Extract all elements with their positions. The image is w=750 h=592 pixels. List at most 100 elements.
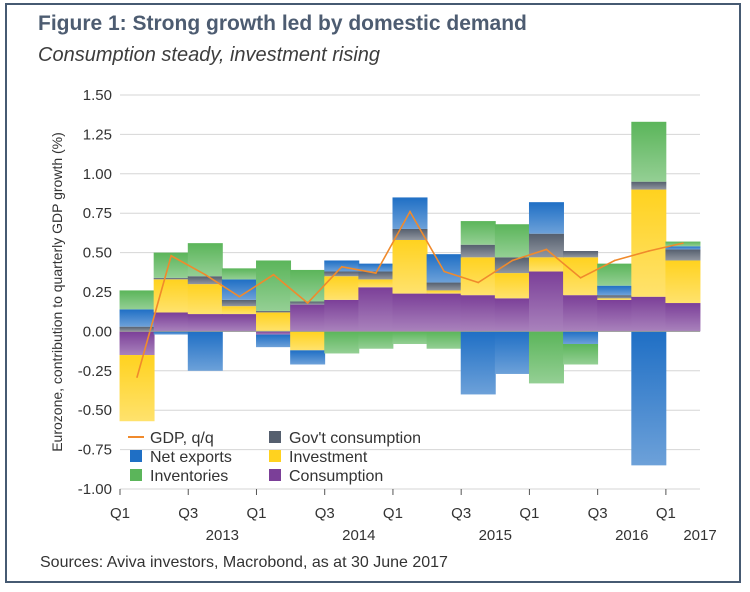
bar-inventories (256, 260, 292, 311)
bar-consumption (358, 287, 394, 332)
bar-consumption (665, 303, 701, 332)
bar-gov-t-consumption (187, 276, 223, 285)
y-axis-label: Eurozone, contribution to quarterly GDP … (49, 132, 65, 452)
y-tick-label: 0.75 (83, 205, 112, 222)
gdp-point (272, 273, 275, 276)
bar-inventories (494, 224, 530, 258)
legend-swatch-consumption (269, 469, 281, 481)
bar-inventories (528, 331, 564, 384)
bar-consumption (153, 312, 189, 332)
x-year-label: 2015 (479, 527, 512, 544)
gdp-point (682, 242, 684, 244)
gdp-point (477, 281, 480, 284)
y-tick-label: -0.25 (78, 363, 112, 380)
bar-inventories (426, 331, 462, 349)
bar-inventories (119, 290, 155, 310)
figure-frame (5, 3, 741, 583)
gdp-point (136, 376, 138, 378)
bar-investment (563, 257, 599, 296)
bar-consumption (426, 293, 462, 332)
x-tick-label: Q1 (246, 505, 266, 522)
bar-gov-t-consumption (460, 244, 496, 258)
bar-net-exports (426, 254, 462, 283)
x-tick-label: Q3 (315, 505, 335, 522)
bar-consumption (256, 331, 292, 335)
bar-investment (153, 279, 189, 313)
bar-investment (426, 290, 462, 294)
bar-consumption (597, 299, 633, 332)
bar-net-exports (358, 263, 394, 272)
bar-gov-t-consumption (153, 277, 189, 280)
x-tick-label: Q3 (451, 505, 471, 522)
bar-inventories (187, 243, 223, 277)
bar-gov-t-consumption (563, 251, 599, 258)
gdp-point (443, 270, 445, 273)
bar-gov-t-consumption (426, 282, 462, 291)
bar-net-exports (221, 279, 257, 300)
bar-gov-t-consumption (528, 233, 564, 258)
legend-swatch-net-exports (130, 450, 142, 462)
y-tick-label: -0.75 (78, 442, 112, 459)
bar-inventories (597, 263, 633, 286)
bar-inventories (324, 331, 360, 354)
bar-consumption (119, 331, 155, 356)
bar-net-exports (631, 331, 667, 466)
bar-net-exports (256, 334, 292, 348)
bar-investment (597, 298, 633, 300)
bar-inventories (290, 269, 326, 302)
bar-investment (187, 284, 223, 315)
bar-net-exports (290, 350, 326, 365)
gdp-point (375, 272, 377, 274)
bar-consumption (460, 295, 496, 332)
bar-gov-t-consumption (221, 299, 257, 307)
gdp-point (238, 295, 241, 298)
x-tick-label: Q1 (656, 505, 676, 522)
bar-investment (631, 189, 667, 297)
bar-investment (256, 312, 292, 332)
bar-net-exports (528, 202, 564, 234)
bar-net-exports (563, 331, 599, 345)
bar-gov-t-consumption (631, 181, 667, 190)
bar-investment (358, 279, 394, 288)
legend-label-net-exports: Net exports (150, 449, 232, 466)
x-tick-label: Q1 (519, 505, 539, 522)
bar-gov-t-consumption (324, 271, 360, 277)
bar-consumption (563, 295, 599, 332)
bar-investment (494, 273, 530, 299)
bar-net-exports (187, 331, 223, 371)
bar-gov-t-consumption (597, 295, 633, 299)
bar-inventories (392, 331, 428, 345)
chart-subtitle: Consumption steady, investment rising (38, 44, 381, 66)
y-tick-label: 1.00 (83, 166, 112, 183)
legend-label-gdp-q-q: GDP, q/q (150, 430, 214, 447)
bar-investment (392, 239, 428, 294)
legend-swatch-inventories (130, 469, 142, 481)
bar-net-exports (665, 246, 701, 250)
bar-gov-t-consumption (358, 271, 394, 280)
chart-title: Figure 1: Strong growth led by domestic … (38, 12, 527, 35)
gdp-point (306, 302, 309, 304)
bar-inventories (460, 221, 496, 245)
bar-inventories (563, 344, 599, 365)
y-tick-label: -1.00 (78, 481, 112, 498)
bar-net-exports (597, 285, 633, 296)
bar-net-exports (494, 331, 530, 374)
bar-investment (119, 355, 155, 422)
bar-net-exports (153, 331, 189, 335)
x-year-label: 2016 (615, 527, 648, 544)
bar-investment (221, 306, 257, 315)
bar-investment (324, 276, 360, 300)
y-tick-label: 0.50 (83, 245, 112, 262)
bar-consumption (221, 314, 257, 332)
bar-gov-t-consumption (665, 249, 701, 261)
x-tick-label: Q3 (588, 505, 608, 522)
legend-label-consumption: Consumption (289, 468, 383, 485)
bar-investment (665, 260, 701, 304)
gdp-point (579, 277, 582, 279)
gdp-point (511, 259, 514, 262)
gdp-point (648, 250, 650, 252)
y-tick-label: 1.25 (83, 126, 112, 143)
bar-consumption (290, 304, 326, 332)
bar-gov-t-consumption (392, 228, 428, 240)
